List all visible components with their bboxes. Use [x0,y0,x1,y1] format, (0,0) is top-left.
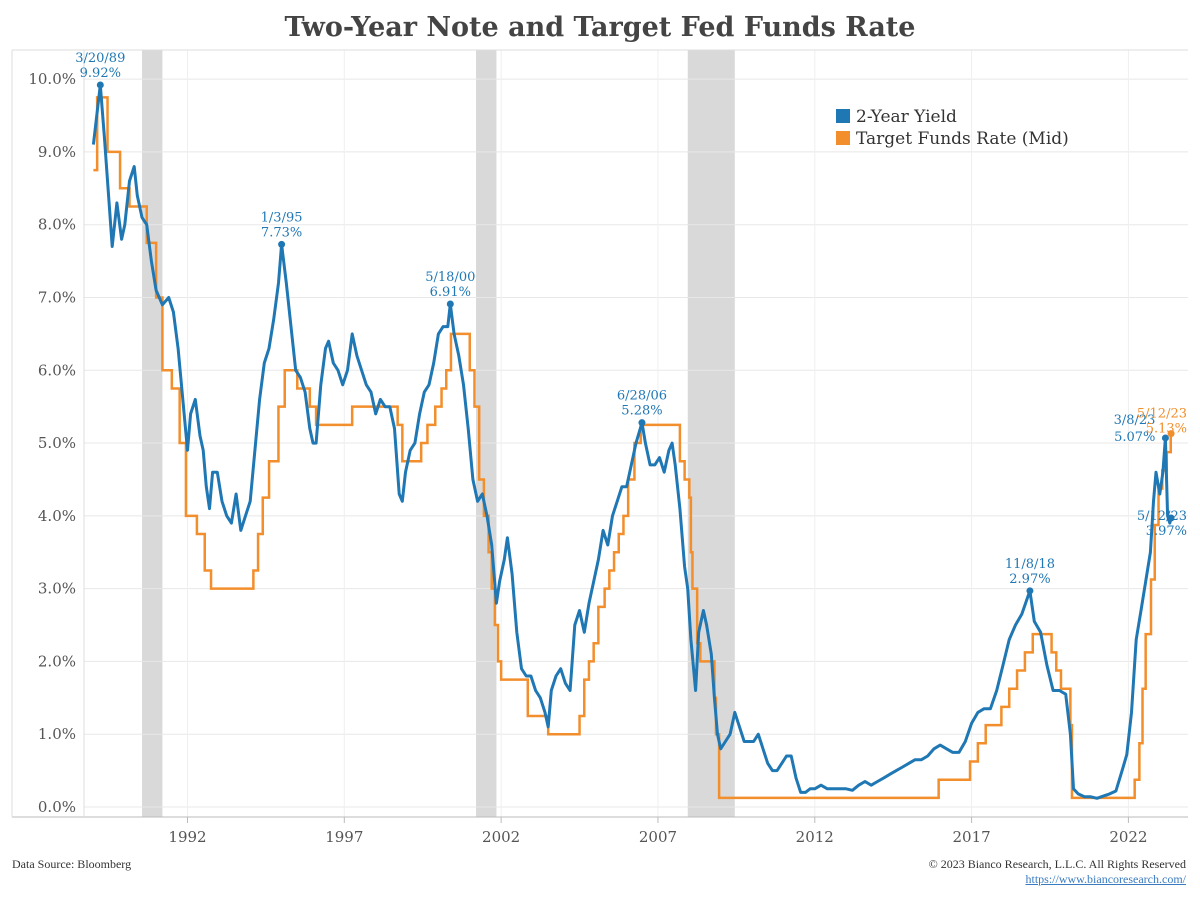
annotation-date: 5/12/23 [1137,407,1187,422]
annotation-marker [278,240,286,248]
y-tick-label: 2.0% [38,652,76,670]
annotation-marker [1026,587,1034,595]
x-tick-label: 2007 [639,828,677,846]
axes: 0.0% 1.0% 2.0% 3.0% 4.0% 5.0% 6.0% 7.0% 8.0% 9.0%… [11,49,1188,846]
y-tick-label: 10.0% [28,70,76,88]
y-tick-label: 1.0% [38,725,76,743]
annotation-date: 11/8/18 [1005,557,1055,572]
annotations: 3/20/899.92% 1/3/957.73% 5/18/006.91% 6/28/… [75,51,1187,595]
annotation-value: 3.97% [1146,524,1187,539]
x-tick-label: 2022 [1109,828,1147,846]
annotation-value: 6.91% [430,285,471,300]
annotation-date: 3/20/89 [75,51,125,66]
legend: 2-Year Yield Target Funds Rate (Mid) [836,107,1069,149]
gridlines [84,50,1188,817]
recession-bands [142,50,735,817]
series-2-year-yield [91,83,1173,800]
recession-band [476,50,497,817]
x-tick-label: 2002 [482,828,520,846]
annotation-value: 7.73% [261,225,302,240]
annotation-date: 6/28/06 [617,389,667,404]
annotation-value: 9.92% [80,66,121,81]
y-tick-label: 0.0% [38,798,76,816]
series-target-funds-rate [93,96,1172,800]
legend-swatch-target-funds-rate [836,131,850,145]
annotation-date: 1/3/95 [261,210,303,225]
annotation-date: 5/18/00 [425,270,475,285]
annotation-value: 5.07% [1114,430,1155,445]
copyright-text: © 2023 Bianco Research, L.L.C. All Right… [928,857,1186,871]
x-tick-label: 1997 [325,828,363,846]
annotation-value: 5.13% [1146,422,1187,437]
y-tick-label: 7.0% [38,288,76,306]
website-link[interactable]: https://www.biancoresearch.com/ [1025,872,1186,886]
recession-band [687,50,735,817]
annotation-marker [1161,434,1169,442]
annotation-date: 3/8/23 [1114,413,1156,428]
annotation-date: 5/12/23 [1137,509,1187,524]
y-tick-label: 5.0% [38,434,76,452]
chart-title: Two-Year Note and Target Fed Funds Rate [284,12,916,43]
legend-swatch-2-year-yield [836,109,850,123]
annotation-marker [1167,514,1175,522]
copyright-block: © 2023 Bianco Research, L.L.C. All Right… [929,857,1186,887]
y-tick-label: 4.0% [38,507,76,525]
annotation-marker [446,300,454,308]
data-source-note: Data Source: Bloomberg [12,857,132,871]
x-tick-label: 1992 [168,828,206,846]
annotation-marker [638,419,646,427]
series-lines [91,83,1173,800]
y-tick-label: 6.0% [38,361,76,379]
annotation-value: 5.28% [621,404,662,419]
annotation-marker [96,81,104,89]
legend-label-target-funds-rate: Target Funds Rate (Mid) [856,129,1069,149]
x-tick-label: 2012 [796,828,834,846]
x-tick-label: 2017 [952,828,990,846]
y-tick-label: 9.0% [38,143,76,161]
recession-band [142,50,163,817]
legend-label-2-year-yield: 2-Year Yield [856,107,957,127]
y-tick-label: 8.0% [38,216,76,234]
annotation-marker [1167,430,1175,438]
annotation-value: 2.97% [1009,572,1050,587]
y-tick-label: 3.0% [38,580,76,598]
